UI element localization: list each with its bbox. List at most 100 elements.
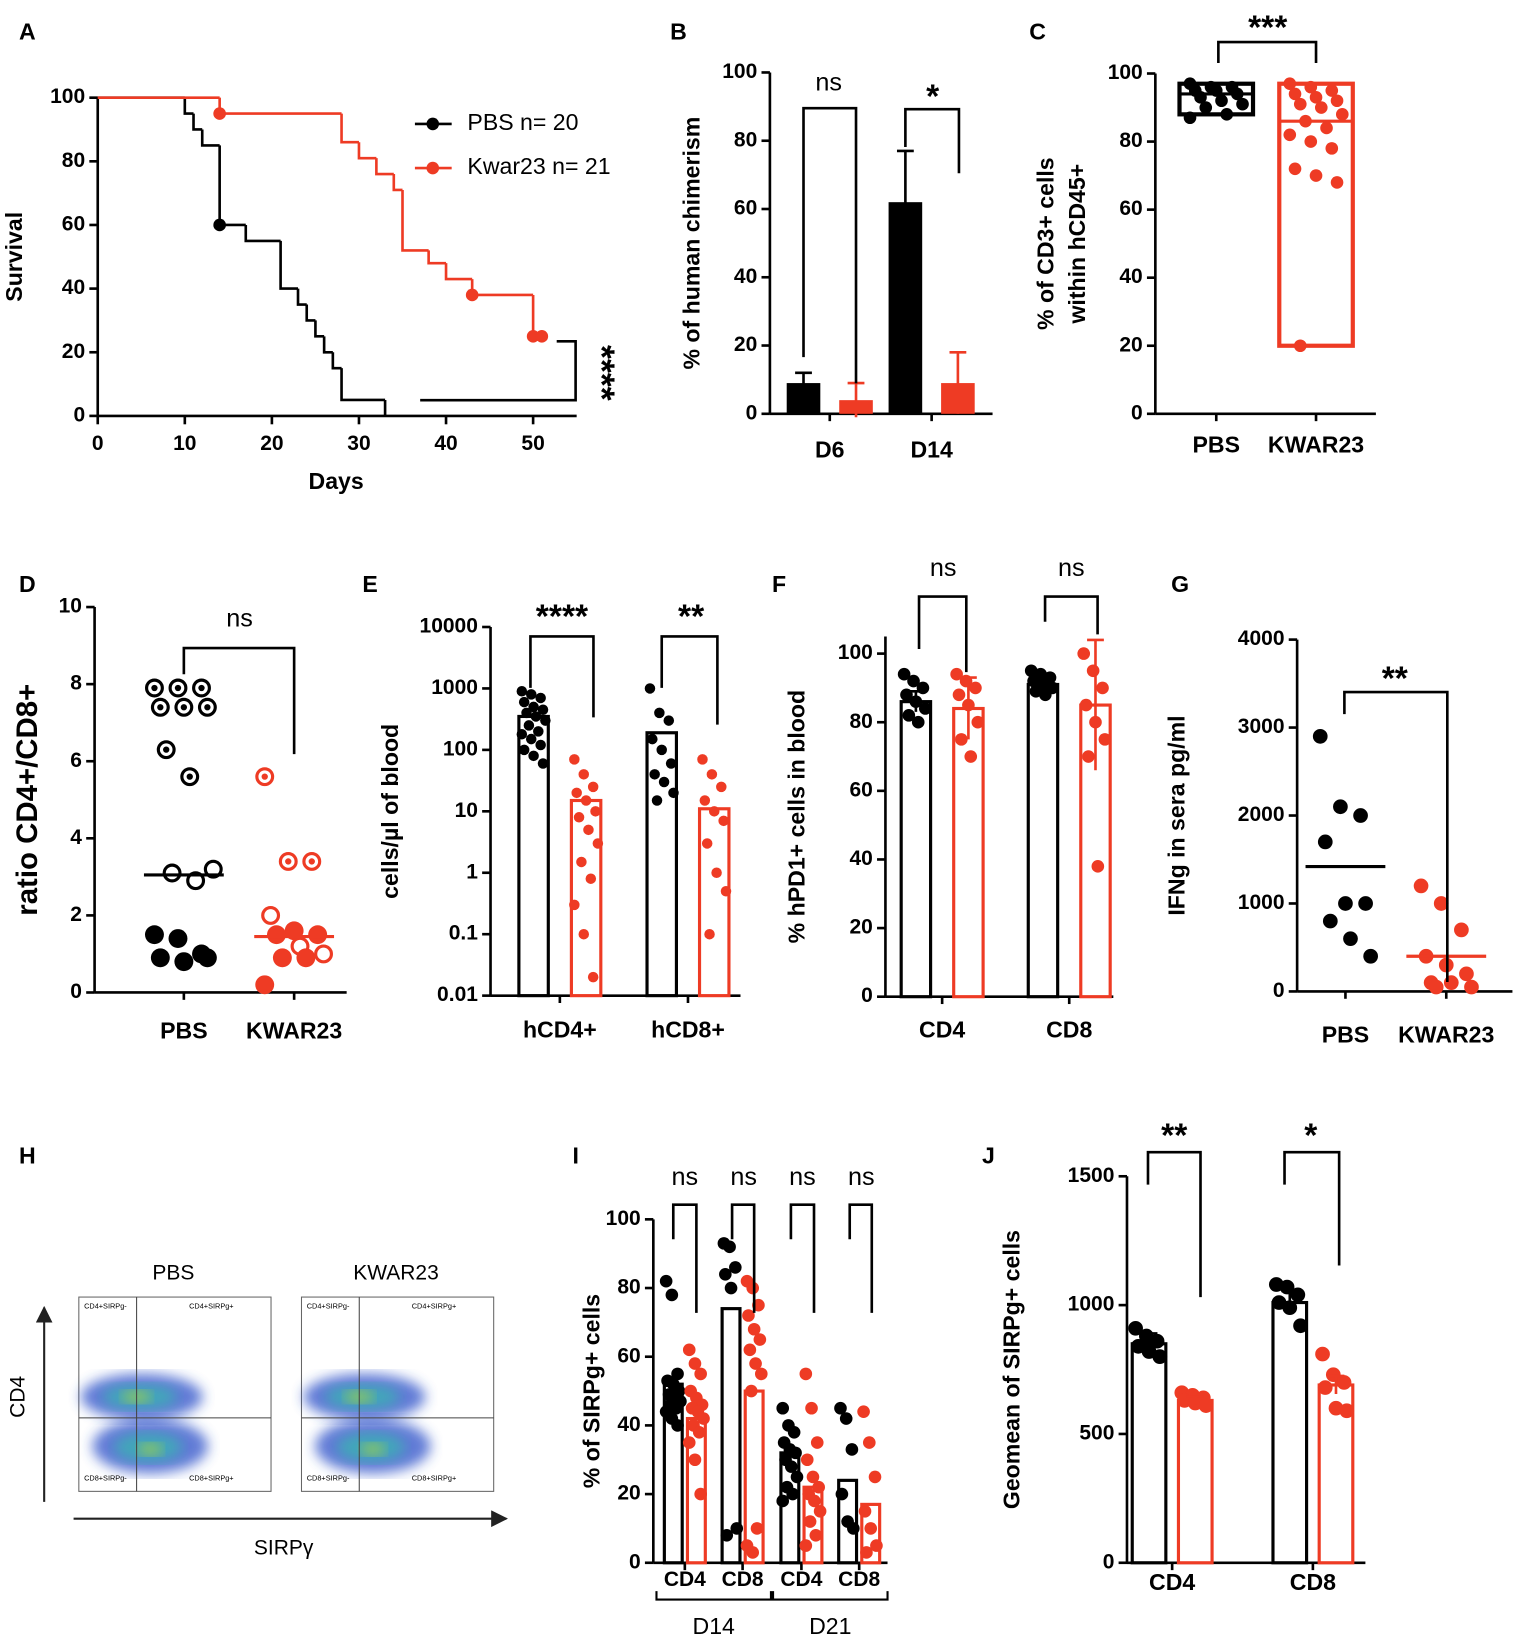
data-point xyxy=(1079,698,1093,712)
point-center xyxy=(308,858,315,865)
data-point xyxy=(669,1401,683,1415)
censored-mark xyxy=(213,107,226,120)
data-point xyxy=(789,1446,802,1460)
y-tick-label: 3000 xyxy=(1238,715,1285,738)
data-point xyxy=(649,769,660,780)
significance-label: * xyxy=(926,79,940,116)
data-point xyxy=(1315,1346,1330,1362)
panel-letter: A xyxy=(19,19,36,45)
y-tick-label: 0 xyxy=(1103,1550,1115,1573)
x-tick-label: hCD8+ xyxy=(651,1016,725,1042)
y-tick-label: 20 xyxy=(1119,333,1142,356)
data-point xyxy=(1459,966,1474,982)
group-label: PBS xyxy=(152,1262,194,1285)
significance-bracket xyxy=(802,106,858,384)
data-point xyxy=(847,1522,860,1535)
survival-step xyxy=(279,240,299,290)
data-point xyxy=(720,1529,734,1542)
data-point xyxy=(747,1322,761,1336)
data-point xyxy=(1322,913,1338,929)
data-point xyxy=(540,715,551,726)
survival-step xyxy=(200,129,220,147)
survival-step xyxy=(357,142,377,160)
data-point xyxy=(1353,808,1368,823)
y-tick-label: 0 xyxy=(70,980,82,1003)
data-point xyxy=(803,1515,817,1528)
y-tick-label: 20 xyxy=(617,1482,640,1505)
quadrant-label: CD4+SIRPg+ xyxy=(412,1301,457,1310)
data-point xyxy=(1330,94,1344,108)
data-point xyxy=(585,873,597,884)
significance-bracket xyxy=(182,646,296,755)
data-point xyxy=(692,1425,706,1439)
data-point xyxy=(255,975,275,995)
data-point xyxy=(1304,80,1318,94)
data-point xyxy=(708,806,720,817)
x-tick-label: KWAR23 xyxy=(246,1018,342,1044)
survival-step xyxy=(192,113,203,131)
panel-letter: C xyxy=(1029,19,1046,45)
data-point xyxy=(694,1487,707,1501)
data-point xyxy=(955,733,968,746)
significance-label: ** xyxy=(1161,1117,1188,1154)
bar xyxy=(839,400,873,414)
data-point xyxy=(716,781,727,793)
data-point xyxy=(1086,664,1100,678)
data-point xyxy=(1330,176,1344,189)
data-point xyxy=(525,689,537,700)
bar xyxy=(899,700,933,999)
panel-letter: G xyxy=(1171,571,1189,597)
data-point xyxy=(1433,896,1449,911)
y-axis-label: IFNg in sera pg/ml xyxy=(1164,715,1190,915)
x-tick-label: hCD4+ xyxy=(523,1016,597,1042)
y-tick-label: 8 xyxy=(70,672,82,695)
data-point xyxy=(810,1436,824,1449)
data-point xyxy=(668,787,679,799)
significance-label: ns xyxy=(848,1163,875,1191)
data-point xyxy=(308,925,328,945)
data-point xyxy=(530,711,542,722)
y-tick-label: 40 xyxy=(849,847,872,870)
data-point xyxy=(694,1367,707,1381)
censored-mark xyxy=(526,330,540,343)
y-tick-label: 60 xyxy=(849,778,872,801)
legend-label: Kwar23 n= 21 xyxy=(467,153,610,179)
survival-step xyxy=(401,189,429,252)
data-point xyxy=(267,925,286,945)
data-point xyxy=(671,1367,684,1381)
y-tick-label: 80 xyxy=(1119,129,1142,152)
y-tick-label: 60 xyxy=(1119,197,1142,220)
data-point xyxy=(730,1522,744,1535)
data-point xyxy=(1309,91,1323,104)
survival-step xyxy=(444,263,473,281)
data-point xyxy=(665,758,677,769)
data-point xyxy=(753,1333,767,1346)
point-center xyxy=(285,858,292,865)
data-point xyxy=(688,1453,702,1467)
group-bracket xyxy=(655,1591,773,1601)
data-point xyxy=(868,1470,882,1484)
data-point xyxy=(724,1281,738,1295)
significance-bracket xyxy=(671,1203,698,1313)
data-point xyxy=(776,1401,790,1415)
y-tick-label: 4000 xyxy=(1238,627,1285,650)
survival-step xyxy=(218,145,246,227)
panel-letter: I xyxy=(572,1142,578,1168)
data-point xyxy=(743,1343,757,1357)
data-point xyxy=(746,1546,760,1559)
data-point xyxy=(1320,121,1333,135)
y-axis-label: cells/µl of blood xyxy=(377,724,403,899)
data-point xyxy=(516,728,528,740)
survival-step xyxy=(322,336,333,354)
data-point xyxy=(1128,1320,1143,1336)
data-point xyxy=(1199,101,1213,114)
data-point xyxy=(1314,101,1328,114)
data-point xyxy=(1454,922,1469,938)
data-point xyxy=(749,1357,762,1370)
survival-step xyxy=(340,368,386,402)
quadrant-label: CD8+SIRPg+ xyxy=(189,1474,234,1483)
data-point xyxy=(845,1443,859,1456)
y-tick-label: 1000 xyxy=(1068,1293,1115,1316)
quadrant-label: CD4+SIRPg+ xyxy=(189,1301,234,1310)
